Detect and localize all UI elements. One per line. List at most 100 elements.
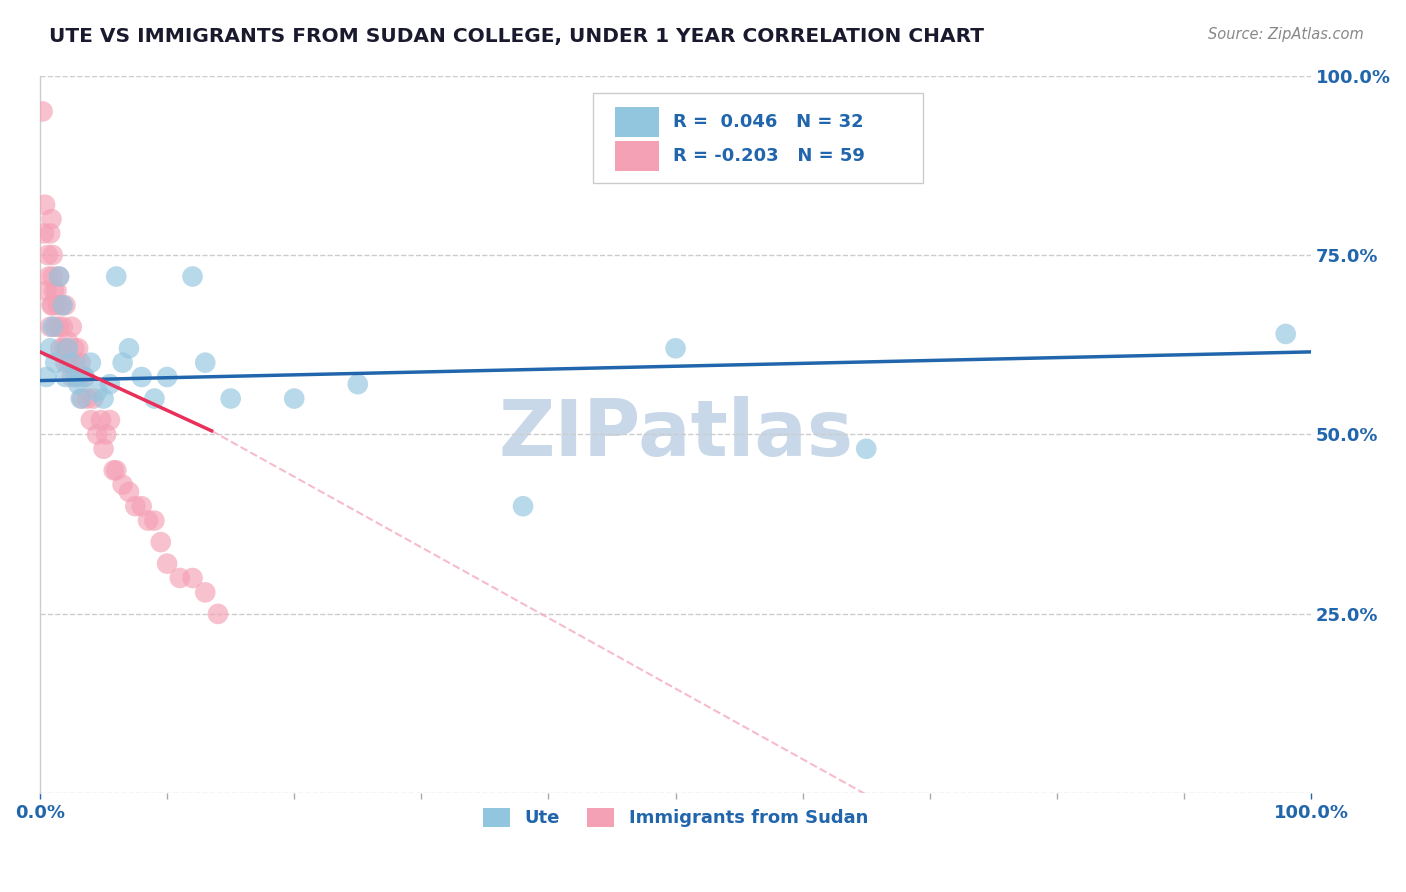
Point xyxy=(143,392,166,406)
Point xyxy=(52,319,75,334)
Point xyxy=(56,334,79,348)
Point xyxy=(69,392,91,406)
Point xyxy=(73,370,96,384)
Point xyxy=(39,227,62,241)
Point xyxy=(63,341,86,355)
Point xyxy=(80,413,103,427)
Point xyxy=(103,463,125,477)
Point xyxy=(76,392,98,406)
Point xyxy=(93,392,115,406)
Point xyxy=(60,319,83,334)
Point xyxy=(44,356,66,370)
Point xyxy=(136,514,159,528)
Bar xyxy=(614,141,659,171)
Point xyxy=(124,500,146,514)
Point xyxy=(53,341,76,355)
Point xyxy=(41,298,63,312)
Text: R = -0.203   N = 59: R = -0.203 N = 59 xyxy=(673,147,865,165)
FancyBboxPatch shape xyxy=(593,94,924,183)
Point xyxy=(58,356,80,370)
Point xyxy=(855,442,877,456)
Point xyxy=(67,370,90,384)
Point xyxy=(111,356,134,370)
Point xyxy=(39,341,62,355)
Point xyxy=(48,319,70,334)
Point xyxy=(67,377,90,392)
Point xyxy=(143,514,166,528)
Point xyxy=(181,571,204,585)
Point xyxy=(37,248,59,262)
Point xyxy=(60,370,83,384)
Point xyxy=(46,298,69,312)
Point xyxy=(283,392,305,406)
Point xyxy=(346,377,368,392)
Point xyxy=(41,319,63,334)
Point xyxy=(35,284,58,298)
Point xyxy=(73,370,96,384)
Point xyxy=(194,356,217,370)
Point xyxy=(512,500,534,514)
Point xyxy=(41,248,63,262)
Point xyxy=(131,370,153,384)
Point xyxy=(55,356,77,370)
Point xyxy=(67,341,90,355)
Legend: Ute, Immigrants from Sudan: Ute, Immigrants from Sudan xyxy=(475,801,876,835)
Point xyxy=(44,319,66,334)
Point xyxy=(70,392,93,406)
Point xyxy=(31,104,53,119)
Point xyxy=(105,269,128,284)
Point xyxy=(86,427,108,442)
Point xyxy=(94,427,117,442)
Point xyxy=(111,477,134,491)
Point xyxy=(41,298,63,312)
Point xyxy=(65,370,87,384)
Point xyxy=(38,269,60,284)
Point xyxy=(60,356,83,370)
Point xyxy=(82,392,104,406)
Point xyxy=(105,463,128,477)
Point xyxy=(34,198,56,212)
Text: UTE VS IMMIGRANTS FROM SUDAN COLLEGE, UNDER 1 YEAR CORRELATION CHART: UTE VS IMMIGRANTS FROM SUDAN COLLEGE, UN… xyxy=(49,27,984,45)
Point xyxy=(156,370,179,384)
Point xyxy=(41,269,63,284)
Point xyxy=(118,341,141,355)
Point xyxy=(194,585,217,599)
Point xyxy=(48,269,70,284)
Point xyxy=(80,356,103,370)
Point xyxy=(156,557,179,571)
Point xyxy=(32,227,55,241)
Point xyxy=(51,298,73,312)
Point xyxy=(169,571,191,585)
Point xyxy=(52,298,75,312)
Point xyxy=(664,341,686,355)
Point xyxy=(98,377,121,392)
Point xyxy=(41,212,63,227)
Point xyxy=(69,356,91,370)
Point xyxy=(55,341,77,355)
Point xyxy=(118,484,141,499)
Text: R =  0.046   N = 32: R = 0.046 N = 32 xyxy=(673,113,863,131)
Point xyxy=(86,384,108,399)
Point xyxy=(219,392,242,406)
Point xyxy=(39,319,62,334)
Point xyxy=(149,535,172,549)
Point xyxy=(55,370,77,384)
Point xyxy=(45,284,67,298)
Text: Source: ZipAtlas.com: Source: ZipAtlas.com xyxy=(1208,27,1364,42)
Point xyxy=(98,413,121,427)
Point xyxy=(1274,326,1296,341)
Text: ZIPatlas: ZIPatlas xyxy=(498,396,853,473)
Point xyxy=(49,341,72,355)
Bar xyxy=(614,107,659,137)
Point xyxy=(42,284,65,298)
Point xyxy=(48,269,70,284)
Point xyxy=(56,341,79,355)
Point xyxy=(207,607,229,621)
Point xyxy=(65,356,87,370)
Point xyxy=(55,298,77,312)
Point xyxy=(131,500,153,514)
Point xyxy=(181,269,204,284)
Point xyxy=(93,442,115,456)
Point xyxy=(90,413,112,427)
Point xyxy=(35,370,58,384)
